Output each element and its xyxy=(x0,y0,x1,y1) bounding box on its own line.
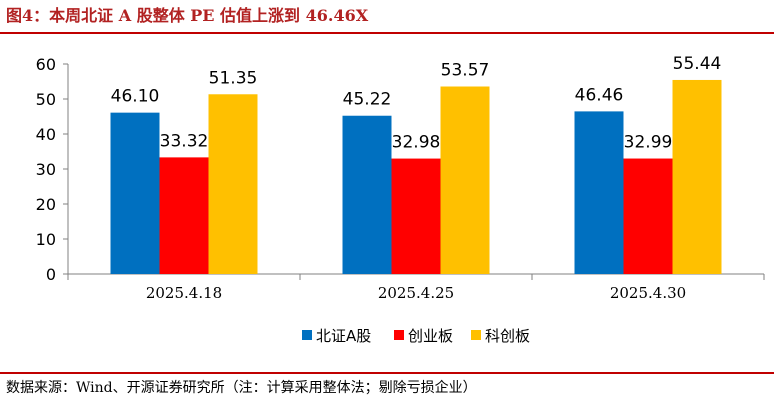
y-tick-label: 50 xyxy=(36,90,56,109)
bar-3-3 xyxy=(672,79,722,275)
footer-divider xyxy=(0,372,774,374)
bar-1-2 xyxy=(342,115,392,274)
data-label: 45.22 xyxy=(343,90,392,110)
x-tick-label: 2025.4.18 xyxy=(146,284,222,302)
data-label: 32.98 xyxy=(392,133,441,153)
x-tick-label: 2025.4.25 xyxy=(378,284,454,302)
x-tick-label: 2025.4.30 xyxy=(610,284,686,302)
data-label: 46.46 xyxy=(575,85,624,105)
bar-3-1 xyxy=(208,94,258,275)
y-tick-label: 30 xyxy=(36,160,56,179)
data-label: 51.35 xyxy=(209,68,258,88)
legend-swatch xyxy=(471,330,481,340)
legend-label: 科创板 xyxy=(485,327,530,345)
bar-2-1 xyxy=(159,157,209,274)
data-label: 33.32 xyxy=(160,131,209,151)
y-tick-label: 20 xyxy=(36,195,56,214)
y-tick-label: 60 xyxy=(36,55,56,74)
data-label: 53.57 xyxy=(441,61,490,81)
source-note: 数据来源：Wind、开源证券研究所（注：计算采用整体法；剔除亏损企业） xyxy=(6,380,477,396)
y-tick-label: 10 xyxy=(36,230,56,249)
bar-chart: 0 10 20 30 40 50 60 46.10 33.32 51.35 2025.4.18 45.… xyxy=(36,54,765,345)
data-label: 32.99 xyxy=(624,133,673,153)
legend-swatch xyxy=(302,330,312,340)
bar-3-2 xyxy=(440,86,490,274)
y-tick-label: 0 xyxy=(46,265,56,284)
legend-label: 北证A股 xyxy=(316,327,371,345)
y-tick-label: 40 xyxy=(36,125,56,144)
title-divider xyxy=(0,32,774,34)
data-label: 55.44 xyxy=(673,54,722,74)
bar-1-3 xyxy=(574,111,624,274)
figure-title: 图4：本周北证 A 股整体 PE 估值上涨到 46.46X xyxy=(6,6,369,25)
legend-swatch xyxy=(394,330,404,340)
legend-label: 创业板 xyxy=(408,327,453,345)
bar-2-2 xyxy=(391,158,441,274)
data-label: 46.10 xyxy=(111,87,160,107)
bar-1-1 xyxy=(110,112,160,275)
bar-2-3 xyxy=(623,158,673,274)
